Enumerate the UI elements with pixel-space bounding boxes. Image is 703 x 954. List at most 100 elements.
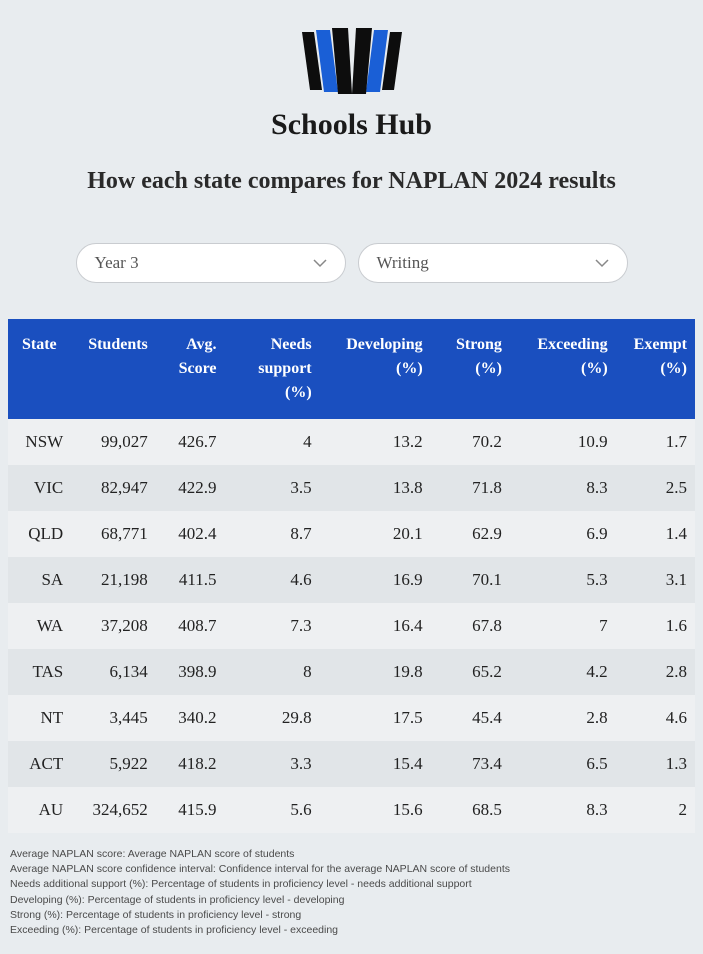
table-row: NSW99,027426.7413.270.210.91.7 bbox=[8, 419, 695, 465]
column-header: Exceeding(%) bbox=[510, 319, 616, 419]
subject-dropdown-label: Writing bbox=[377, 253, 429, 273]
column-header: Needssupport(%) bbox=[225, 319, 320, 419]
table-cell: ACT bbox=[8, 741, 71, 787]
table-cell: WA bbox=[8, 603, 71, 649]
footnote-line: Average NAPLAN score confidence interval… bbox=[10, 862, 695, 877]
table-cell: 68,771 bbox=[71, 511, 156, 557]
table-cell: 426.7 bbox=[156, 419, 225, 465]
table-cell: 2.5 bbox=[616, 465, 695, 511]
chevron-down-icon bbox=[595, 256, 609, 270]
table-cell: 19.8 bbox=[320, 649, 431, 695]
book-logo-icon bbox=[287, 24, 417, 100]
table-cell: 82,947 bbox=[71, 465, 156, 511]
brand-title: Schools Hub bbox=[8, 108, 695, 142]
footnote-line: Strong (%): Percentage of students in pr… bbox=[10, 908, 695, 923]
subject-dropdown[interactable]: Writing bbox=[358, 243, 628, 283]
table-cell: 21,198 bbox=[71, 557, 156, 603]
table-cell: 17.5 bbox=[320, 695, 431, 741]
table-row: SA21,198411.54.616.970.15.33.1 bbox=[8, 557, 695, 603]
table-cell: 3.1 bbox=[616, 557, 695, 603]
table-row: NT3,445340.229.817.545.42.84.6 bbox=[8, 695, 695, 741]
footnote-line: Developing (%): Percentage of students i… bbox=[10, 893, 695, 908]
table-cell: 68.5 bbox=[431, 787, 510, 833]
table-cell: 8.3 bbox=[510, 787, 616, 833]
table-cell: 3,445 bbox=[71, 695, 156, 741]
table-cell: 20.1 bbox=[320, 511, 431, 557]
page-container: Schools Hub How each state compares for … bbox=[0, 0, 703, 954]
table-cell: 67.8 bbox=[431, 603, 510, 649]
table-cell: 6.9 bbox=[510, 511, 616, 557]
table-header: StateStudentsAvg.ScoreNeedssupport(%)Dev… bbox=[8, 319, 695, 419]
table-cell: 7 bbox=[510, 603, 616, 649]
table-cell: SA bbox=[8, 557, 71, 603]
table-cell: 5,922 bbox=[71, 741, 156, 787]
table-cell: 10.9 bbox=[510, 419, 616, 465]
column-header: Students bbox=[71, 319, 156, 419]
table-row: AU324,652415.95.615.668.58.32 bbox=[8, 787, 695, 833]
table-cell: 13.2 bbox=[320, 419, 431, 465]
column-header: Avg.Score bbox=[156, 319, 225, 419]
table-cell: 1.3 bbox=[616, 741, 695, 787]
footnote-line: Needs additional support (%): Percentage… bbox=[10, 877, 695, 892]
table-cell: 62.9 bbox=[431, 511, 510, 557]
table-cell: 4.2 bbox=[510, 649, 616, 695]
table-cell: TAS bbox=[8, 649, 71, 695]
year-dropdown-label: Year 3 bbox=[95, 253, 139, 273]
table-cell: 8.3 bbox=[510, 465, 616, 511]
table-cell: 398.9 bbox=[156, 649, 225, 695]
table-cell: 6.5 bbox=[510, 741, 616, 787]
table-cell: 15.6 bbox=[320, 787, 431, 833]
table-cell: 15.4 bbox=[320, 741, 431, 787]
table-cell: 415.9 bbox=[156, 787, 225, 833]
table-cell: 1.4 bbox=[616, 511, 695, 557]
table-row: WA37,208408.77.316.467.871.6 bbox=[8, 603, 695, 649]
table-cell: 4.6 bbox=[616, 695, 695, 741]
table-cell: 8 bbox=[225, 649, 320, 695]
table-cell: 65.2 bbox=[431, 649, 510, 695]
table-cell: 70.1 bbox=[431, 557, 510, 603]
table-cell: 4 bbox=[225, 419, 320, 465]
table-cell: 3.5 bbox=[225, 465, 320, 511]
table-cell: 13.8 bbox=[320, 465, 431, 511]
column-header: State bbox=[8, 319, 71, 419]
table-cell: 340.2 bbox=[156, 695, 225, 741]
table-row: QLD68,771402.48.720.162.96.91.4 bbox=[8, 511, 695, 557]
table-cell: 3.3 bbox=[225, 741, 320, 787]
table-cell: 402.4 bbox=[156, 511, 225, 557]
table-cell: 1.6 bbox=[616, 603, 695, 649]
year-dropdown[interactable]: Year 3 bbox=[76, 243, 346, 283]
table-cell: 70.2 bbox=[431, 419, 510, 465]
footnote-line: Average NAPLAN score: Average NAPLAN sco… bbox=[10, 847, 695, 862]
filter-bar: Year 3 Writing bbox=[8, 243, 695, 283]
table-cell: 5.3 bbox=[510, 557, 616, 603]
page-heading: How each state compares for NAPLAN 2024 … bbox=[8, 168, 695, 195]
table-row: TAS6,134398.9819.865.24.22.8 bbox=[8, 649, 695, 695]
table-cell: NT bbox=[8, 695, 71, 741]
table-cell: 16.9 bbox=[320, 557, 431, 603]
table-row: ACT5,922418.23.315.473.46.51.3 bbox=[8, 741, 695, 787]
table-cell: 7.3 bbox=[225, 603, 320, 649]
results-table: StateStudentsAvg.ScoreNeedssupport(%)Dev… bbox=[8, 319, 695, 833]
table-cell: 29.8 bbox=[225, 695, 320, 741]
table-cell: 422.9 bbox=[156, 465, 225, 511]
table-cell: 45.4 bbox=[431, 695, 510, 741]
table-cell: AU bbox=[8, 787, 71, 833]
chevron-down-icon bbox=[313, 256, 327, 270]
table-cell: 5.6 bbox=[225, 787, 320, 833]
logo bbox=[8, 24, 695, 100]
table-cell: VIC bbox=[8, 465, 71, 511]
table-cell: 2.8 bbox=[616, 649, 695, 695]
footnotes: Average NAPLAN score: Average NAPLAN sco… bbox=[8, 847, 695, 938]
table-row: VIC82,947422.93.513.871.88.32.5 bbox=[8, 465, 695, 511]
table-cell: 99,027 bbox=[71, 419, 156, 465]
table-cell: QLD bbox=[8, 511, 71, 557]
table-cell: NSW bbox=[8, 419, 71, 465]
table-cell: 8.7 bbox=[225, 511, 320, 557]
table-cell: 408.7 bbox=[156, 603, 225, 649]
table-body: NSW99,027426.7413.270.210.91.7VIC82,9474… bbox=[8, 419, 695, 833]
table-cell: 324,652 bbox=[71, 787, 156, 833]
table-cell: 2.8 bbox=[510, 695, 616, 741]
table-cell: 4.6 bbox=[225, 557, 320, 603]
table-cell: 411.5 bbox=[156, 557, 225, 603]
table-cell: 6,134 bbox=[71, 649, 156, 695]
